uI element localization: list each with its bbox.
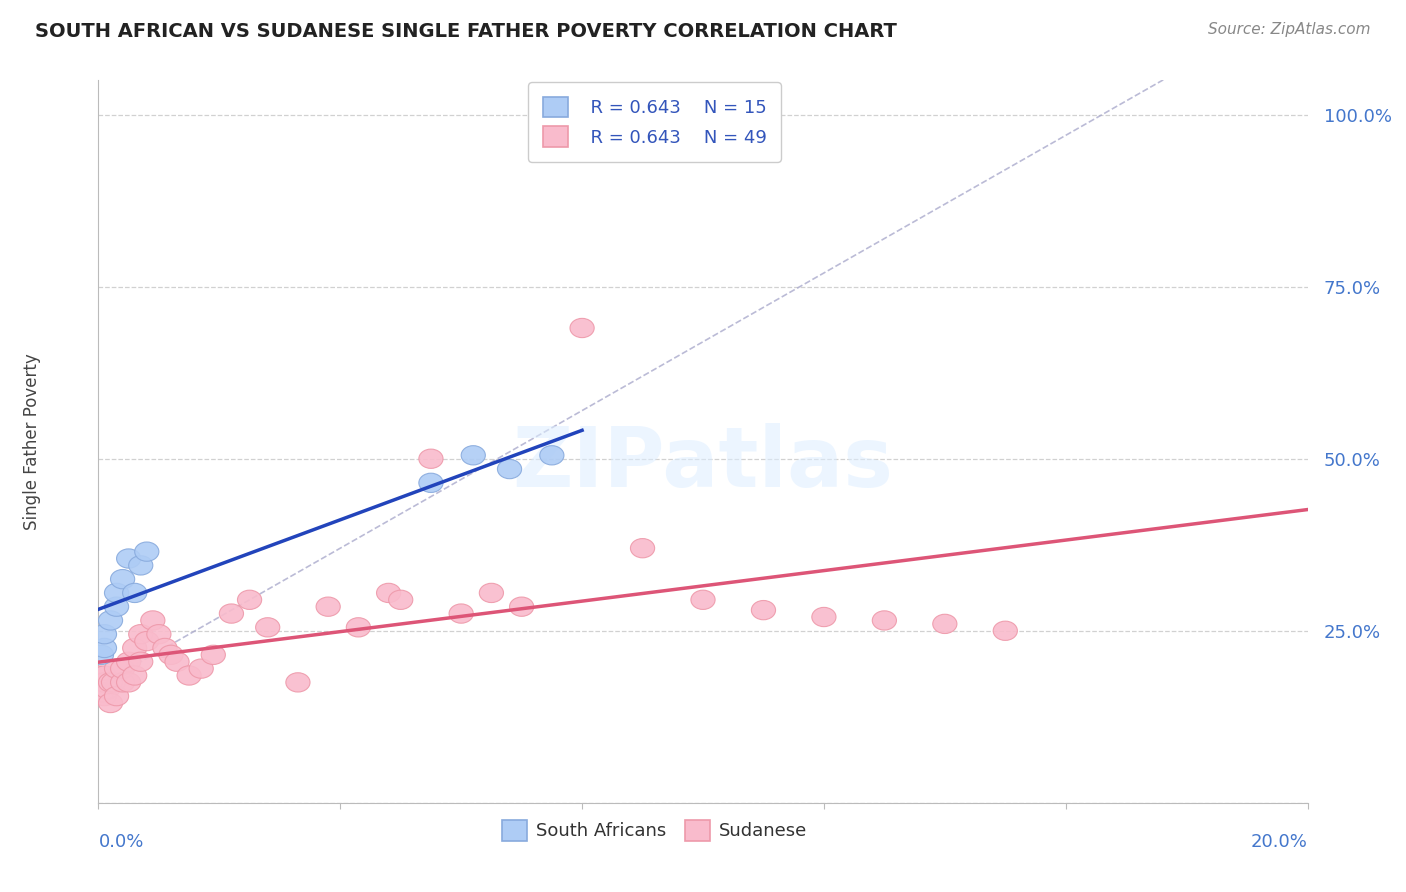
Ellipse shape [630, 539, 655, 558]
Ellipse shape [117, 652, 141, 672]
Ellipse shape [256, 617, 280, 637]
Ellipse shape [165, 652, 188, 672]
Ellipse shape [104, 659, 129, 678]
Ellipse shape [346, 617, 371, 637]
Ellipse shape [932, 615, 957, 633]
Ellipse shape [86, 665, 111, 685]
Ellipse shape [135, 542, 159, 561]
Ellipse shape [90, 683, 114, 702]
Ellipse shape [285, 673, 311, 692]
Ellipse shape [811, 607, 837, 627]
Ellipse shape [449, 604, 474, 624]
Ellipse shape [159, 645, 183, 665]
Ellipse shape [419, 449, 443, 468]
Ellipse shape [419, 473, 443, 492]
Ellipse shape [461, 446, 485, 465]
Ellipse shape [86, 673, 111, 692]
Legend: South Africans, Sudanese: South Africans, Sudanese [495, 813, 814, 848]
Ellipse shape [122, 583, 146, 603]
Ellipse shape [238, 591, 262, 609]
Ellipse shape [129, 624, 153, 644]
Text: Single Father Poverty: Single Father Poverty [22, 353, 41, 530]
Ellipse shape [190, 659, 214, 678]
Text: 20.0%: 20.0% [1251, 833, 1308, 851]
Text: SOUTH AFRICAN VS SUDANESE SINGLE FATHER POVERTY CORRELATION CHART: SOUTH AFRICAN VS SUDANESE SINGLE FATHER … [35, 22, 897, 41]
Ellipse shape [872, 611, 897, 630]
Ellipse shape [104, 583, 129, 603]
Ellipse shape [111, 569, 135, 589]
Ellipse shape [111, 673, 135, 692]
Ellipse shape [135, 632, 159, 651]
Ellipse shape [201, 645, 225, 665]
Ellipse shape [129, 652, 153, 672]
Ellipse shape [117, 549, 141, 568]
Ellipse shape [177, 665, 201, 685]
Ellipse shape [98, 673, 122, 692]
Ellipse shape [388, 591, 413, 609]
Ellipse shape [117, 673, 141, 692]
Ellipse shape [316, 597, 340, 616]
Ellipse shape [98, 611, 122, 630]
Ellipse shape [751, 600, 776, 620]
Ellipse shape [498, 459, 522, 479]
Ellipse shape [509, 597, 534, 616]
Ellipse shape [104, 687, 129, 706]
Ellipse shape [122, 665, 146, 685]
Ellipse shape [98, 693, 122, 713]
Text: 0.0%: 0.0% [98, 833, 143, 851]
Ellipse shape [146, 624, 172, 644]
Ellipse shape [569, 318, 595, 338]
Ellipse shape [690, 591, 716, 609]
Ellipse shape [479, 583, 503, 603]
Ellipse shape [141, 611, 165, 630]
Ellipse shape [540, 446, 564, 465]
Ellipse shape [93, 673, 117, 692]
Ellipse shape [93, 639, 117, 657]
Ellipse shape [153, 639, 177, 657]
Ellipse shape [993, 621, 1018, 640]
Text: Source: ZipAtlas.com: Source: ZipAtlas.com [1208, 22, 1371, 37]
Ellipse shape [93, 665, 117, 685]
Ellipse shape [101, 673, 125, 692]
Ellipse shape [90, 645, 114, 665]
Ellipse shape [111, 659, 135, 678]
Ellipse shape [93, 624, 117, 644]
Ellipse shape [122, 639, 146, 657]
Ellipse shape [104, 597, 129, 616]
Ellipse shape [377, 583, 401, 603]
Ellipse shape [96, 680, 120, 699]
Text: ZIPatlas: ZIPatlas [513, 423, 893, 504]
Ellipse shape [93, 687, 117, 706]
Ellipse shape [219, 604, 243, 624]
Ellipse shape [129, 556, 153, 575]
